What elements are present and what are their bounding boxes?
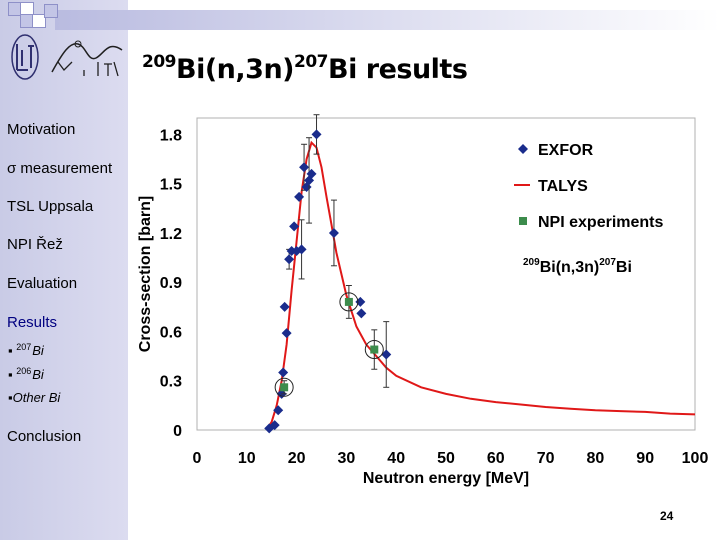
nav-results[interactable]: Results: [7, 314, 58, 331]
npi-point: [370, 345, 379, 354]
x-tick-label: 60: [487, 450, 505, 467]
x-tick-label: 40: [387, 450, 405, 467]
exfor-point: [381, 349, 392, 360]
npi-point: [344, 297, 353, 306]
nav-evaluation[interactable]: Evaluation: [7, 275, 78, 292]
institute-logo-left: [11, 34, 39, 80]
y-tick-label: 0.9: [160, 275, 182, 292]
y-tick-label: 0.6: [160, 324, 182, 341]
npi-highlight-circle: [339, 292, 359, 312]
x-tick-label: 70: [537, 450, 555, 467]
y-tick-label: 1.2: [160, 226, 182, 243]
institute-logo-right: [51, 40, 123, 77]
nav-conclusion[interactable]: Conclusion: [7, 428, 82, 445]
nav-sub-other-bi[interactable]: ▪Other Bi: [8, 390, 61, 405]
slide-title: 209Bi(n,3n)207Bi results: [142, 52, 468, 85]
nav-sub-bi207[interactable]: ▪ 207Bi: [8, 342, 44, 358]
legend-npi-marker: [519, 217, 527, 225]
exfor-point: [281, 328, 292, 339]
nav-measurement[interactable]: σ measurement: [7, 160, 113, 177]
top-gradient-band: [55, 10, 720, 30]
nav-npi-rez[interactable]: NPI Řež: [7, 236, 63, 253]
nav-sub-bi206[interactable]: ▪ 206Bi: [8, 366, 44, 382]
nav-tsl-uppsala[interactable]: TSL Uppsala: [7, 198, 94, 215]
x-tick-label: 50: [437, 450, 455, 467]
y-tick-label: 1.8: [160, 127, 182, 144]
y-tick-label: 0: [173, 423, 182, 440]
x-tick-label: 0: [193, 450, 202, 467]
exfor-point: [269, 420, 280, 431]
y-tick-label: 0.3: [160, 374, 182, 391]
npi-highlight-circle: [364, 340, 384, 360]
x-tick-label: 10: [238, 450, 256, 467]
npi-highlight-circle: [274, 377, 294, 397]
exfor-point: [294, 191, 305, 202]
nav-motivation[interactable]: Motivation: [7, 121, 76, 138]
exfor-point: [296, 244, 307, 255]
chart-annotation: 209Bi(n,3n)207Bi: [523, 257, 632, 276]
x-tick-label: 80: [587, 450, 605, 467]
exfor-point: [306, 168, 317, 179]
legend-exfor-label: EXFOR: [538, 142, 594, 159]
legend: EXFOR TALYS NPI experiments: [514, 142, 663, 231]
decor-square: [32, 14, 46, 28]
decor-square: [44, 4, 58, 18]
exfor-point: [279, 301, 290, 312]
plot-area: [196, 117, 696, 431]
legend-exfor-marker: [518, 144, 528, 154]
legend-npi-label: NPI experiments: [538, 214, 663, 231]
y-tick-label: 1.5: [160, 177, 182, 194]
exfor-point: [356, 308, 367, 319]
npi-point: [280, 383, 289, 392]
exfor-point: [328, 227, 339, 238]
sidebar-background: [0, 0, 128, 540]
exfor-point: [299, 162, 310, 173]
exfor-point: [278, 367, 289, 378]
top-decoration: [0, 0, 720, 30]
x-tick-label: 20: [288, 450, 306, 467]
legend-talys-label: TALYS: [538, 178, 588, 195]
x-tick-label: 30: [338, 450, 356, 467]
y-axis-title: Cross-section [barn]: [137, 196, 154, 352]
x-axis-title: Neutron energy [MeV]: [363, 470, 529, 487]
exfor-point: [289, 221, 300, 232]
page-number: 24: [660, 509, 674, 523]
x-tick-label: 90: [636, 450, 654, 467]
exfor-point: [284, 254, 295, 265]
exfor-point: [311, 129, 322, 140]
exfor-point: [273, 405, 284, 416]
x-tick-label: 100: [682, 450, 709, 467]
